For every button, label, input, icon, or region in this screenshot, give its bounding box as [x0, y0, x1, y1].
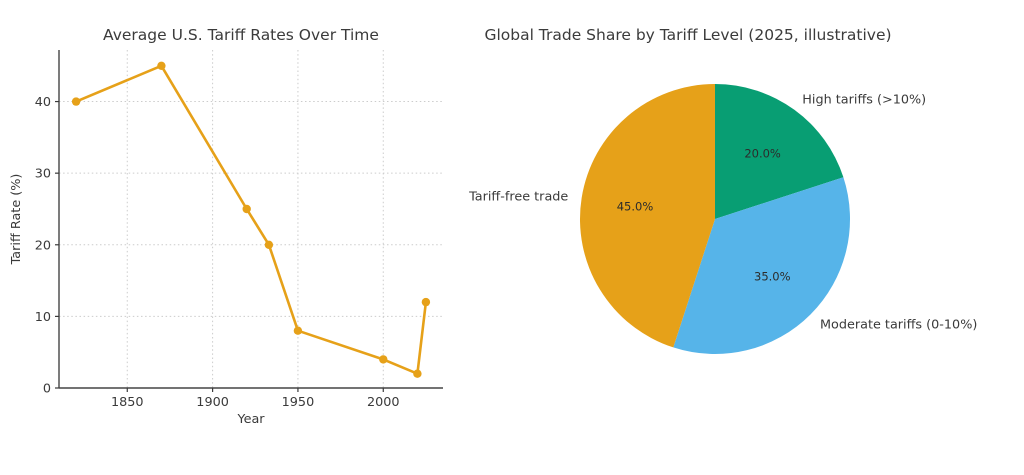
pie-slice — [579, 84, 715, 348]
line-plot-layer: 0 10 20 30 40 1850 1900 1950 2000 — [35, 50, 443, 410]
data-point-marker — [293, 326, 303, 335]
data-point-marker — [71, 97, 81, 106]
y-tick-label: 0 — [43, 382, 51, 397]
y-axis-label: Tariff Rate (%) — [9, 174, 24, 266]
data-point-marker — [157, 61, 166, 70]
pie-category-label: Moderate tariffs (0-10%) — [820, 318, 977, 333]
data-point-marker — [379, 355, 388, 364]
y-tick-label: 20 — [35, 238, 51, 253]
pie-pct-label: 45.0% — [617, 199, 654, 213]
y-tick-label: 10 — [35, 310, 51, 325]
pie-chart: Global Trade Share by Tariff Level (2025… — [468, 26, 977, 355]
pie-pct-label: 20.0% — [744, 147, 781, 161]
data-point-marker — [242, 204, 251, 214]
line-chart: Average U.S. Tariff Rates Over Time 0 10 2… — [9, 26, 443, 427]
x-axis-label: Year — [236, 412, 265, 427]
x-tick-label: 1850 — [111, 395, 144, 410]
pie-category-label: Tariff-free trade — [468, 189, 568, 204]
x-tick-label: 1900 — [196, 395, 229, 410]
pie-plot-layer: 20.0% High tariffs (>10%) 35.0% Moderate ta… — [468, 84, 977, 355]
x-tick-label: 1950 — [282, 395, 315, 410]
y-tick-label: 30 — [35, 167, 51, 182]
pie-slice — [673, 177, 851, 355]
data-point-marker — [264, 240, 274, 249]
data-point-marker — [421, 297, 431, 307]
tariff-rate-line — [74, 64, 428, 376]
pie-slice — [715, 84, 844, 219]
pie-category-label: High tariffs (>10%) — [802, 92, 926, 107]
data-point-marker — [413, 369, 422, 378]
line-chart-title: Average U.S. Tariff Rates Over Time — [103, 26, 379, 44]
pie-pct-label: 35.0% — [754, 269, 791, 283]
pie-chart-title: Global Trade Share by Tariff Level (2025… — [484, 26, 891, 44]
y-tick-label: 40 — [35, 95, 51, 110]
x-tick-label: 2000 — [367, 395, 400, 410]
